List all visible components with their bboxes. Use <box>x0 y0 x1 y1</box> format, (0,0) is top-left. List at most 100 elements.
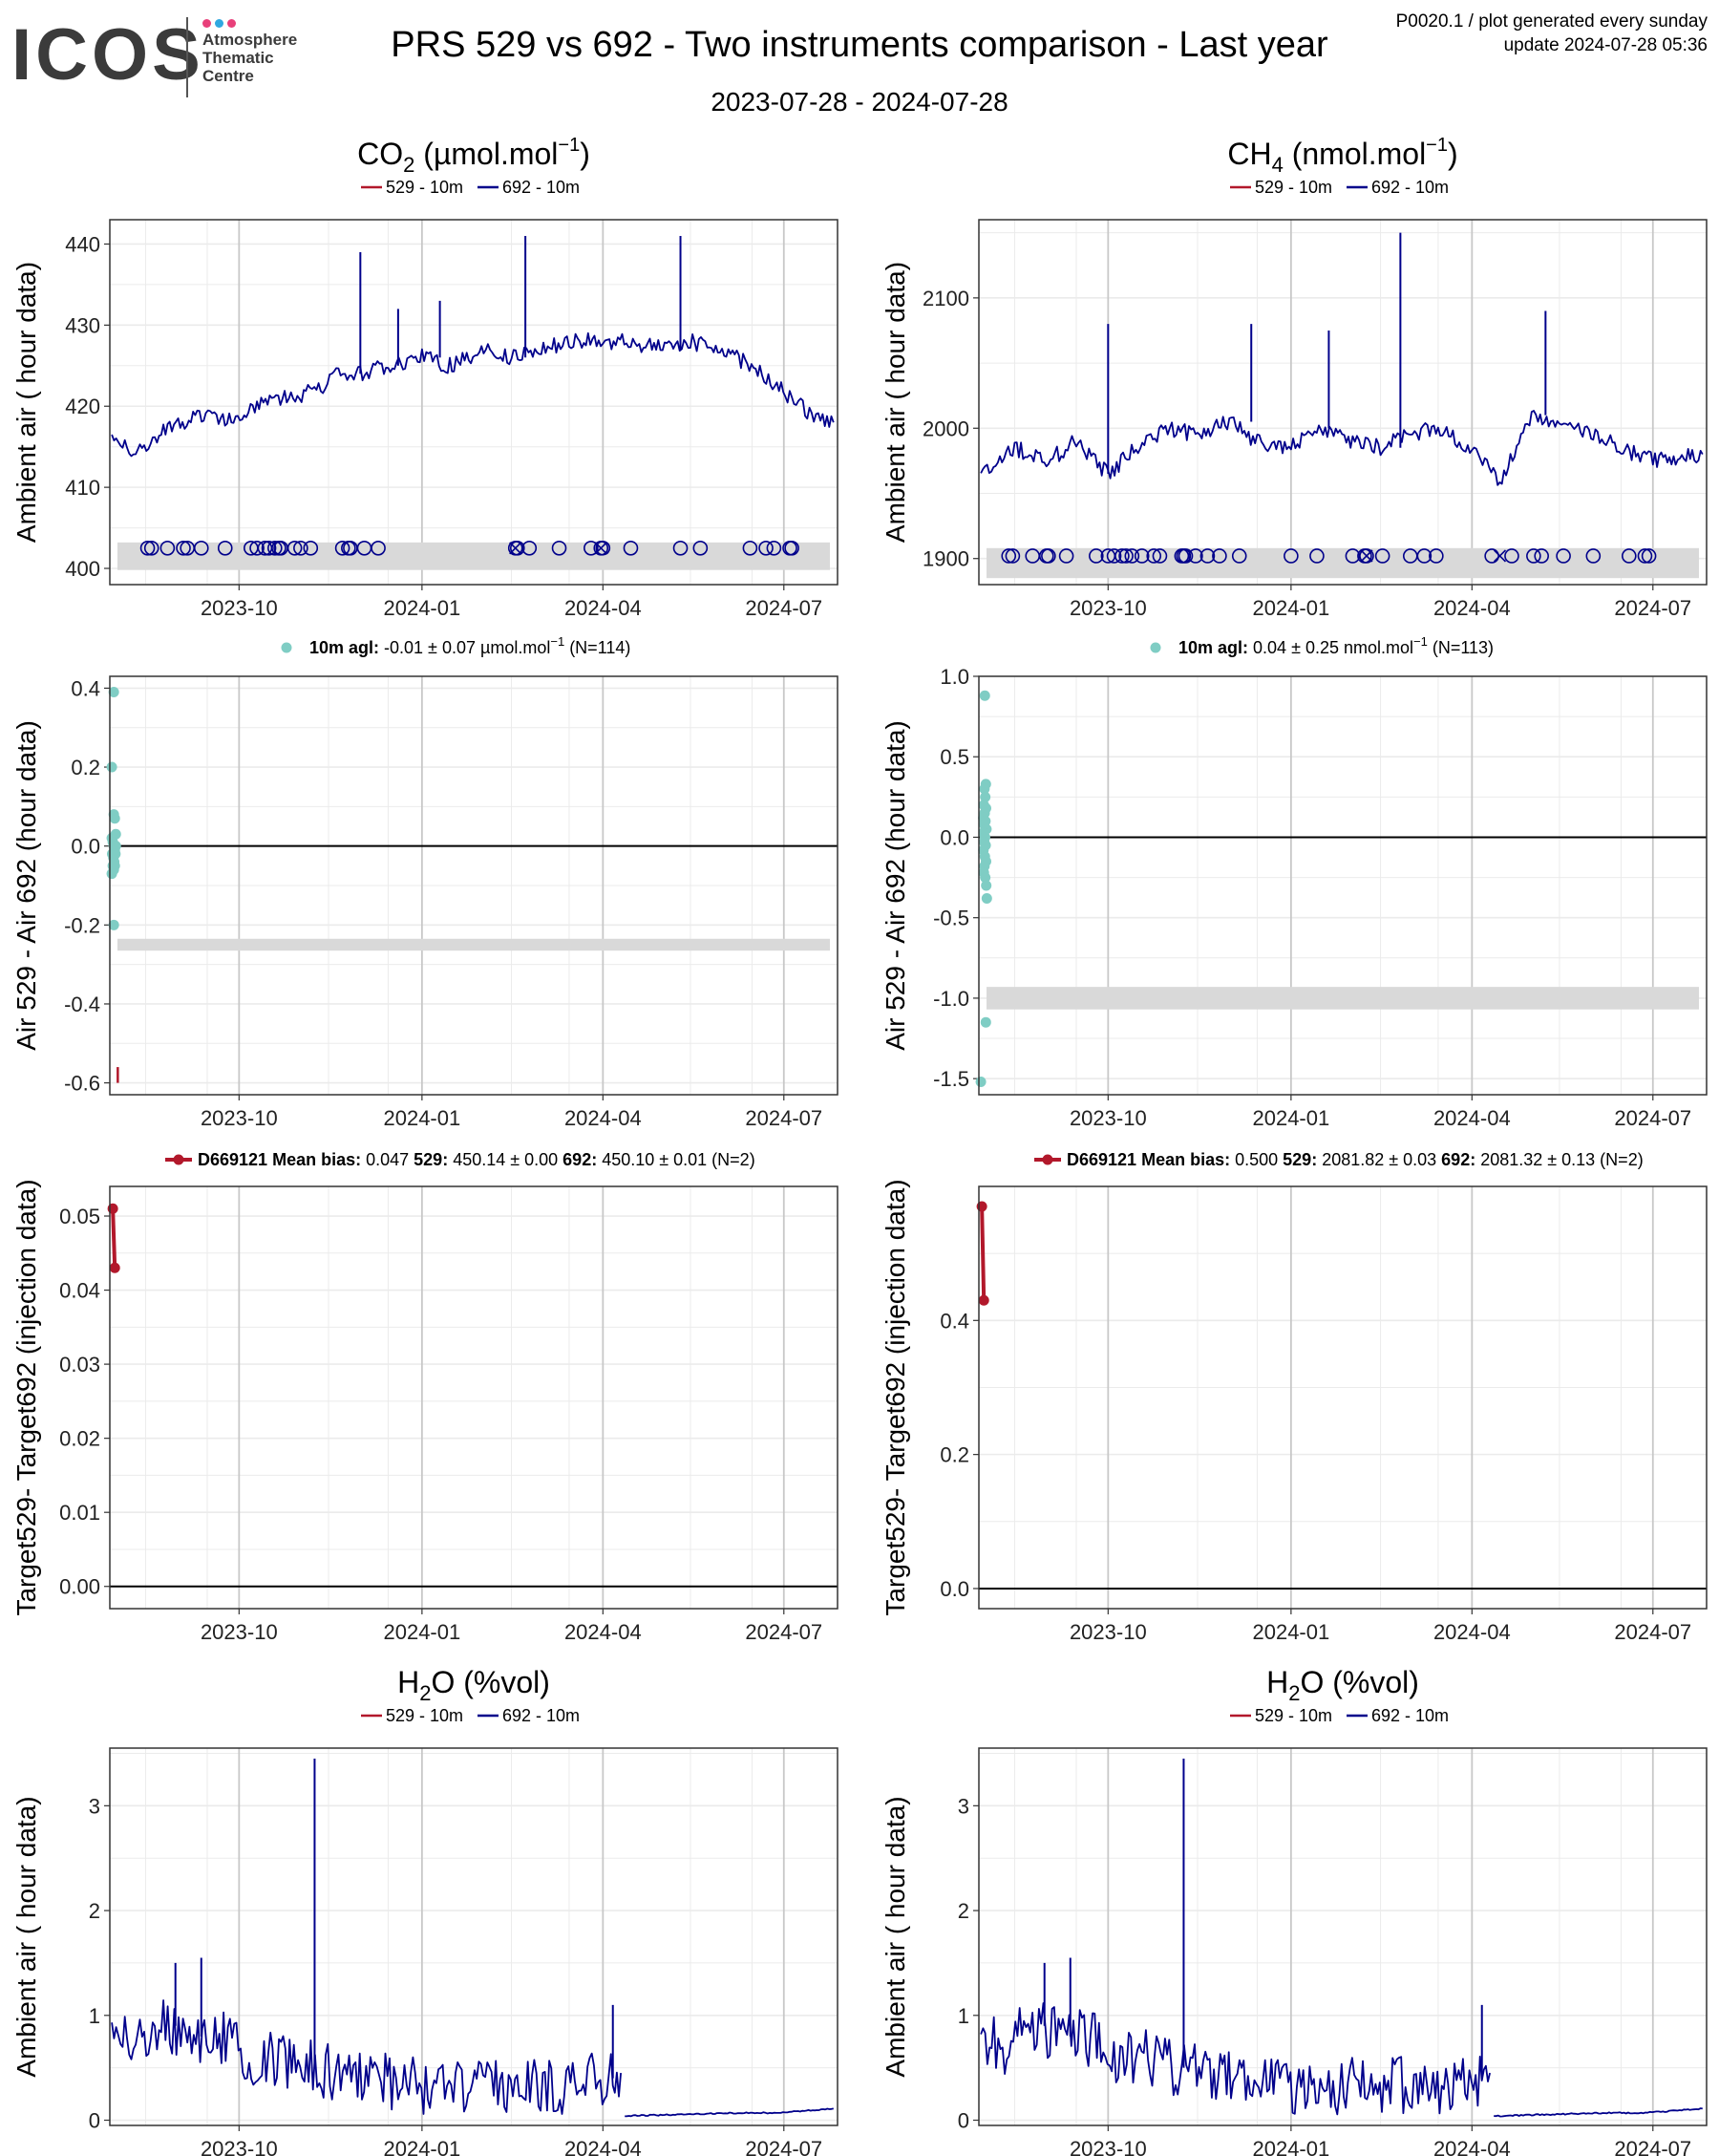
y-tick-label: 0.03 <box>59 1353 100 1377</box>
header: ICOS Atmosphere Thematic Centre PRS 529 … <box>0 0 1719 124</box>
y-tick-label: 0.02 <box>59 1427 100 1451</box>
comparison-marker <box>1622 548 1637 564</box>
comparison-marker <box>1585 548 1602 564</box>
legend-529-label: 529: <box>414 1150 448 1169</box>
difference-point <box>110 848 121 860</box>
legend-key-diff <box>1150 642 1161 653</box>
y-tick-label: 2 <box>958 1899 969 1923</box>
logo-dots <box>202 15 240 32</box>
y-axis-title: Ambient air ( hour data) <box>881 262 910 543</box>
x-tick-label: 2024-07 <box>1614 596 1691 620</box>
legend-529-value: 450.14 ± 0.00 <box>448 1150 562 1169</box>
title-main: CO <box>357 137 403 171</box>
comparison-marker <box>584 540 599 556</box>
y-axis-title: Air 529 - Air 692 (hour data) <box>881 720 910 1051</box>
x-tick-label: 2024-04 <box>1433 596 1511 620</box>
title-main: H <box>397 1665 419 1699</box>
difference-point <box>109 813 120 824</box>
x-tick-label: 2024-07 <box>745 1106 822 1130</box>
plot-background <box>110 1186 838 1609</box>
panel-ch4-diff: 2023-10 2024-01 2024-04 2024-07 -1.5 -1.0 -0.5… <box>881 634 1708 1130</box>
x-tick-label: 2024-01 <box>1252 1106 1329 1130</box>
comparison-marker <box>692 540 709 556</box>
meta-line-2: update 2024-07-28 05:36 <box>1503 35 1708 55</box>
x-tick-label: 2024-04 <box>1433 2137 1511 2156</box>
panel-co2-ambient: 2023-10 2024-01 2024-04 2024-07 400 410 420 430… <box>11 135 838 620</box>
title-superscript: −1 <box>558 135 580 156</box>
title-superscript: −1 <box>1426 135 1448 156</box>
comparison-marker <box>1309 548 1325 564</box>
x-tick-label: 2024-07 <box>1614 1106 1691 1130</box>
plot-frame <box>109 675 838 1096</box>
logo-sub-line-1: Atmosphere <box>202 31 298 49</box>
legend-mean-bias-value: 0.500 <box>1230 1150 1283 1169</box>
legend-692-value: 2081.32 ± 0.13 (N=2) <box>1475 1150 1644 1169</box>
comparison-marker <box>1114 548 1130 564</box>
logo-sub-line-3: Centre <box>202 67 254 85</box>
x-tick-label: 2024-04 <box>1433 1620 1511 1644</box>
title-subscript: 2 <box>403 153 414 177</box>
legend-label-692: 692 - 10m <box>502 178 580 197</box>
y-tick-label: 0.0 <box>940 1577 969 1601</box>
difference-point <box>975 1077 987 1088</box>
plot-frame <box>109 1185 838 1610</box>
series-legend: 529 - 10m 692 - 10m <box>361 1706 580 1725</box>
legend-529-label: 529: <box>1283 1150 1317 1169</box>
diff-legend-text: 10m agl: -0.01 ± 0.07 µmol.mol−1 (N=114) <box>309 634 630 657</box>
legend-692-label: 692: <box>1441 1150 1475 1169</box>
series-line-692 <box>980 2002 1491 2116</box>
comparison-marker <box>217 540 233 556</box>
comparison-marker <box>1416 548 1432 564</box>
legend-stats: -0.01 ± 0.07 µmol.mol <box>379 638 550 657</box>
x-tick-label: 2024-01 <box>1252 596 1329 620</box>
y-tick-label: 1 <box>89 2004 100 2028</box>
comparison-marker <box>293 540 308 556</box>
y-tick-label: -0.4 <box>64 993 100 1016</box>
difference-point <box>109 860 120 871</box>
difference-point <box>106 761 117 773</box>
x-tick-label: 2023-10 <box>1070 1620 1147 1644</box>
panel-ch4-target: 2023-10 2024-01 2024-04 2024-07 0.0 0.2 0.4 Tar… <box>881 1150 1708 1644</box>
x-tick-label: 2024-07 <box>745 596 822 620</box>
comparison-marker <box>1005 548 1021 564</box>
title-unit: O (%vol) <box>431 1665 549 1699</box>
y-tick-label: -1.0 <box>933 987 969 1011</box>
plot-frame <box>978 219 1708 586</box>
legend-label-692: 692 - 10m <box>1371 1706 1449 1725</box>
comparison-marker <box>521 540 538 556</box>
x-tick-label: 2023-10 <box>201 596 278 620</box>
logo-sub-line-2: Thematic <box>202 49 274 67</box>
comparison-marker <box>1152 548 1168 564</box>
y-tick-label: -0.2 <box>64 913 100 937</box>
series-legend: 529 - 10m 692 - 10m <box>1230 178 1449 197</box>
title-unit: (µmol.mol <box>414 137 558 171</box>
comparison-marker <box>1526 548 1541 564</box>
legend-count: (N=113) <box>1428 638 1494 657</box>
difference-point <box>981 880 992 891</box>
logo-word: ICOS <box>11 14 204 96</box>
comparison-marker <box>261 540 277 556</box>
x-tick-label: 2024-04 <box>564 1106 642 1130</box>
x-tick-label: 2023-10 <box>1070 2137 1147 2156</box>
comparison-marker <box>1001 548 1017 564</box>
legend-label-529: 529 - 10m <box>1255 1706 1332 1725</box>
plot-frame <box>109 1747 838 2126</box>
y-tick-label: 430 <box>65 313 100 337</box>
legend-label-529: 529 - 10m <box>386 1706 463 1725</box>
y-tick-label: 3 <box>958 1794 969 1818</box>
y-tick-label: 0.2 <box>940 1443 969 1467</box>
target-line <box>980 1206 987 1301</box>
x-tick-label: 2023-10 <box>1070 596 1147 620</box>
comparison-cross <box>1360 549 1373 563</box>
plot-meta: P0020.1 / plot generated every sunday up… <box>1396 10 1708 57</box>
target-legend: D669121 Mean bias: 0.047 529: 450.14 ± 0… <box>165 1150 755 1169</box>
plot-frame <box>109 219 838 586</box>
diff-legend-text: 10m agl: 0.04 ± 0.25 nmol.mol−1 (N=113) <box>1178 634 1494 657</box>
difference-point <box>980 872 991 884</box>
comparison-cross <box>509 542 522 555</box>
y-tick-label: 0.04 <box>59 1279 100 1303</box>
x-tick-label: 2024-07 <box>745 1620 822 1644</box>
y-axis-title: Ambient air ( hour data) <box>11 262 41 543</box>
comparison-marker <box>139 540 156 556</box>
